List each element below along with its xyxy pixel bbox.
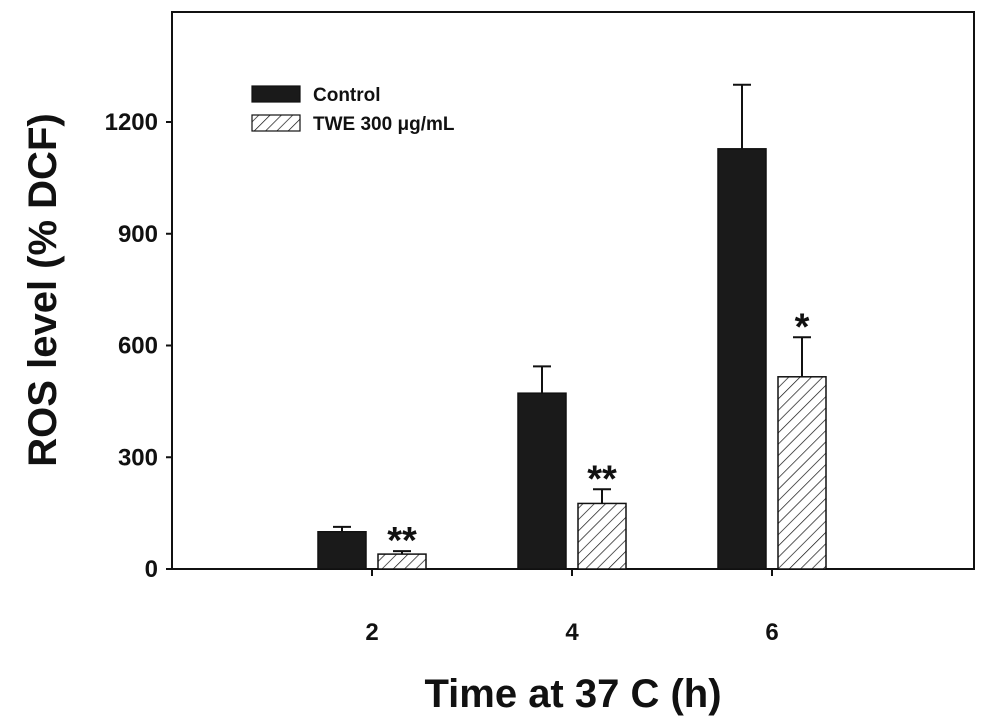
control-bar-6 xyxy=(717,148,767,570)
control-bar-4 xyxy=(517,392,567,570)
y-axis-label: ROS level (% DCF) xyxy=(21,113,65,466)
y-tick-label: 0 xyxy=(145,556,158,583)
control-bar-2 xyxy=(317,531,367,570)
legend: Control TWE 300 μg/mL xyxy=(251,85,455,135)
legend-swatch xyxy=(251,85,301,103)
x-axis-label: Time at 37 C (h) xyxy=(424,672,721,716)
twe-bar-4 xyxy=(577,502,627,570)
x-tick-label: 4 xyxy=(565,619,579,646)
y-tick-label: 1200 xyxy=(105,109,158,136)
x-tick-label: 2 xyxy=(365,619,378,646)
x-tick-label: 6 xyxy=(765,619,778,646)
y-tick-label: 300 xyxy=(118,444,158,471)
legend-swatch xyxy=(251,114,301,132)
y-axis: 0 300 600 900 1200 xyxy=(105,109,172,583)
x-axis: 2 4 6 xyxy=(365,569,779,646)
bars: ***** xyxy=(317,83,827,570)
legend-label: TWE 300 μg/mL xyxy=(313,114,455,135)
y-tick-label: 600 xyxy=(118,333,158,360)
y-tick-label: 900 xyxy=(118,221,158,248)
twe-bar-6 xyxy=(777,376,827,570)
significance-marker: * xyxy=(795,306,810,348)
significance-marker: ** xyxy=(587,458,617,500)
significance-marker: ** xyxy=(387,520,417,562)
legend-label: Control xyxy=(313,85,381,106)
